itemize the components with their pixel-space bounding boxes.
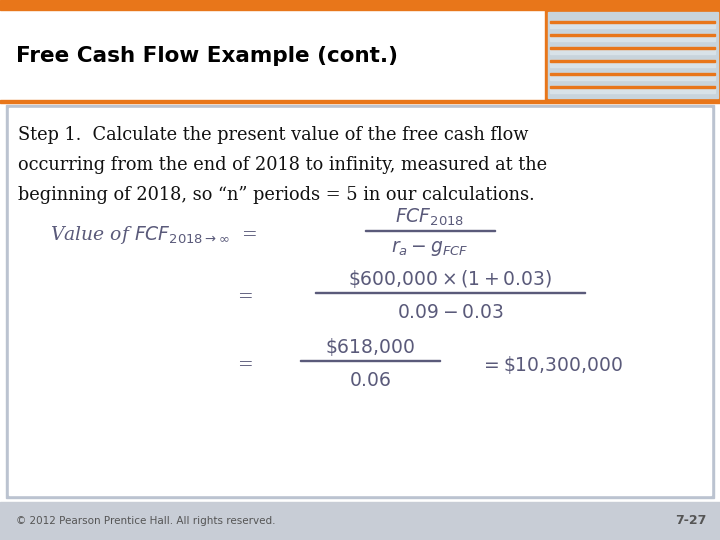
Bar: [550, 60, 715, 67]
Text: Free Cash Flow Example (cont.): Free Cash Flow Example (cont.): [16, 46, 398, 66]
Text: =: =: [237, 288, 253, 306]
Bar: [550, 47, 715, 49]
Bar: [550, 86, 715, 93]
Bar: [550, 86, 715, 88]
Text: $0.09 - 0.03$: $0.09 - 0.03$: [397, 302, 503, 321]
Bar: [550, 34, 715, 36]
Text: beginning of 2018, so “n” periods = 5 in our calculations.: beginning of 2018, so “n” periods = 5 in…: [18, 186, 535, 204]
Bar: [0, 100, 720, 103]
Bar: [0, 0, 720, 10]
Bar: [0, 502, 720, 540]
Bar: [315, 292, 585, 293]
Bar: [300, 360, 440, 361]
Text: $FCF_{2018}$: $FCF_{2018}$: [395, 206, 464, 228]
Text: =: =: [237, 356, 253, 374]
Text: $= \$10{,}300{,}000$: $= \$10{,}300{,}000$: [480, 354, 623, 376]
Text: $\$618{,}000$: $\$618{,}000$: [325, 336, 415, 358]
Text: $0.06$: $0.06$: [348, 370, 391, 389]
Bar: [365, 230, 495, 231]
Bar: [550, 47, 715, 54]
Bar: [550, 73, 715, 80]
Text: 7-27: 7-27: [675, 515, 706, 528]
Bar: [550, 73, 715, 75]
Bar: [550, 34, 715, 41]
Text: Value of $FCF_{2018\rightarrow\infty}$  =: Value of $FCF_{2018\rightarrow\infty}$ =: [50, 224, 257, 246]
Bar: [550, 21, 715, 28]
Bar: [0, 10, 720, 100]
Bar: [550, 21, 715, 23]
Text: occurring from the end of 2018 to infinity, measured at the: occurring from the end of 2018 to infini…: [18, 156, 547, 174]
Bar: [548, 12, 718, 98]
Bar: [6, 105, 714, 498]
Text: $r_a - g_{FCF}$: $r_a - g_{FCF}$: [391, 240, 469, 259]
Text: Step 1.  Calculate the present value of the free cash flow: Step 1. Calculate the present value of t…: [18, 126, 528, 144]
Text: $\$600{,}000 \times (1 + 0.03)$: $\$600{,}000 \times (1 + 0.03)$: [348, 268, 552, 290]
Bar: [545, 10, 720, 100]
Bar: [550, 60, 715, 62]
Text: © 2012 Pearson Prentice Hall. All rights reserved.: © 2012 Pearson Prentice Hall. All rights…: [16, 516, 276, 526]
Bar: [9, 108, 711, 495]
